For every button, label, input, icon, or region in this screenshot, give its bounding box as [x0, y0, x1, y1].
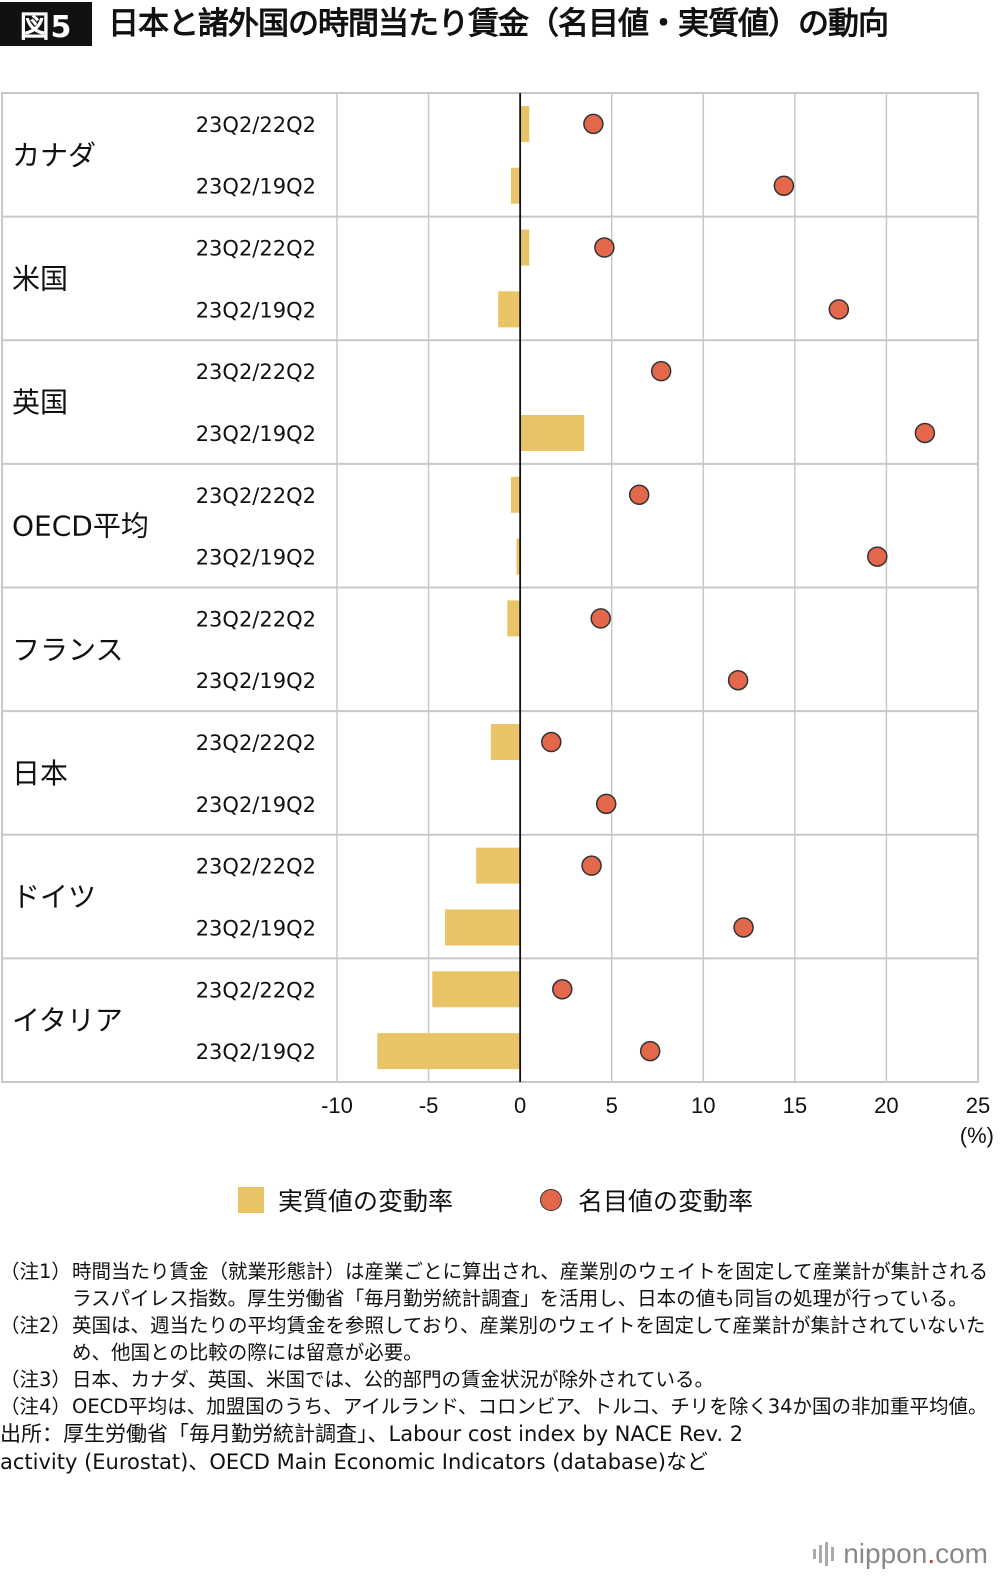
real-bar [498, 291, 521, 328]
row-label: 23Q2/19Q2 [196, 546, 316, 570]
note-label: （注2） [0, 1314, 71, 1337]
row-label: 23Q2/19Q2 [196, 175, 316, 199]
nominal-dot [583, 113, 604, 135]
x-tick-label: 5 [606, 1093, 618, 1118]
group-label: フランス [12, 633, 123, 666]
real-bar [520, 229, 530, 266]
nominal-dot [650, 360, 672, 382]
legend-nominal-label: 名目値の変動率 [578, 1187, 754, 1216]
nominal-dot [628, 484, 650, 506]
brand-dot: . [927, 1538, 936, 1569]
title-row: 図5 日本と諸外国の時間当たり賃金（名目値・実質値）の動向 [0, 0, 1000, 48]
x-tick-label: 10 [691, 1093, 715, 1118]
group-label: OECD平均 [12, 510, 149, 543]
nominal-dot [541, 731, 562, 753]
legend-nominal-swatch [540, 1189, 562, 1211]
row-label: 23Q2/19Q2 [196, 916, 316, 940]
nominal-dot [594, 237, 615, 258]
note-text: 英国は、週当たりの平均賃金を参照しており、産業別のウェイトを固定して産業計が集計… [72, 1314, 986, 1364]
row-label: 23Q2/22Q2 [196, 360, 316, 384]
row-label: 23Q2/22Q2 [196, 607, 316, 631]
row-label: 23Q2/22Q2 [196, 113, 316, 137]
x-unit-label: (%) [960, 1123, 994, 1148]
row-label: 23Q2/22Q2 [196, 484, 316, 508]
real-bar [432, 971, 521, 1008]
nominal-dot [581, 855, 602, 876]
group-label: ドイツ [12, 881, 96, 914]
real-bar [520, 414, 585, 451]
nominal-dot [828, 299, 850, 320]
nominal-dot [639, 1040, 661, 1062]
nominal-dot [914, 422, 936, 444]
row-label: 23Q2/19Q2 [196, 1040, 316, 1064]
figure-title: 日本と諸外国の時間当たり賃金（名目値・実質値）の動向 [108, 6, 889, 42]
nominal-dot [595, 793, 617, 815]
figure-badge: 図5 [0, 2, 92, 46]
legend-real-swatch [238, 1187, 264, 1213]
real-bar [377, 1033, 521, 1070]
row-label: 23Q2/19Q2 [196, 669, 316, 693]
nominal-dot [552, 979, 573, 1000]
legend: 実質値の変動率 名目値の変動率 [0, 1180, 1000, 1220]
real-bar [445, 909, 521, 946]
nominal-dot [727, 669, 749, 691]
note-2: （注2） 英国は、週当たりの平均賃金を参照しており、産業別のウェイトを固定して産… [0, 1312, 1000, 1366]
real-bar [510, 476, 521, 513]
real-bar [490, 724, 521, 761]
row-label: 23Q2/19Q2 [196, 793, 316, 817]
note-1: （注1） 時間当たり賃金（就業形態計）は産業ごとに算出され、産業別のウェイトを固… [0, 1258, 1000, 1312]
brand-bars-icon [813, 1542, 837, 1566]
legend-nominal: 名目値の変動率 [540, 1180, 753, 1220]
x-tick-label: 20 [874, 1093, 898, 1118]
x-tick-label: -5 [419, 1093, 439, 1118]
note-label: （注1） [0, 1260, 71, 1283]
row-label: 23Q2/22Q2 [196, 237, 316, 261]
real-bar [510, 167, 521, 204]
note-text: 時間当たり賃金（就業形態計）は産業ごとに算出され、産業別のウェイトを固定して産業… [72, 1260, 989, 1310]
source-text: 出所：厚生労働省「毎月勤労統計調査」、Labour cost index by … [0, 1422, 744, 1474]
group-label: 英国 [12, 386, 68, 419]
real-bar [476, 847, 521, 884]
note-text: 日本、カナダ、英国、米国では、公的部門の賃金状況が除外されている。 [72, 1368, 714, 1391]
nominal-dot [733, 917, 754, 938]
group-label: カナダ [12, 139, 96, 172]
note-text: OECD平均は、加盟国のうち、アイルランド、コロンビア、トルコ、チリを除く34か… [72, 1395, 988, 1418]
legend-real: 実質値の変動率 [238, 1180, 453, 1220]
group-label: 日本 [12, 757, 68, 790]
note-label: （注4） [0, 1395, 71, 1418]
real-bar [516, 538, 521, 575]
brand-name: nippon [843, 1538, 928, 1569]
x-tick-label: 15 [783, 1093, 807, 1118]
legend-real-label: 実質値の変動率 [278, 1187, 454, 1216]
nominal-dot [773, 175, 795, 196]
real-bar [507, 600, 521, 637]
brand-logo: nippon. com [813, 1538, 988, 1570]
nominal-dot [590, 608, 611, 629]
row-label: 23Q2/19Q2 [196, 422, 316, 446]
row-label: 23Q2/22Q2 [196, 855, 316, 879]
note-label: （注3） [0, 1368, 71, 1391]
row-label: 23Q2/19Q2 [196, 298, 316, 322]
brand-suffix: com [935, 1538, 988, 1569]
row-label: 23Q2/22Q2 [196, 978, 316, 1002]
x-tick-label: -10 [321, 1093, 353, 1118]
x-tick-label: 0 [514, 1093, 526, 1118]
group-label: イタリア [12, 1004, 123, 1037]
x-tick-label: 25 [966, 1093, 990, 1118]
chart: カナダ 23Q2/22Q2 23Q2/19Q2 米国 23Q2/22Q2 23Q2/19Q… [1, 92, 994, 1148]
real-bar [520, 105, 530, 142]
note-3: （注3） 日本、カナダ、英国、米国では、公的部門の賃金状況が除外されている。 [0, 1366, 1000, 1393]
nominal-dot [867, 546, 888, 567]
notes: （注1） 時間当たり賃金（就業形態計）は産業ごとに算出され、産業別のウェイトを固… [0, 1258, 1000, 1476]
note-4: （注4） OECD平均は、加盟国のうち、アイルランド、コロンビア、トルコ、チリを… [0, 1393, 1000, 1420]
group-label: 米国 [12, 262, 68, 295]
row-label: 23Q2/22Q2 [196, 731, 316, 755]
